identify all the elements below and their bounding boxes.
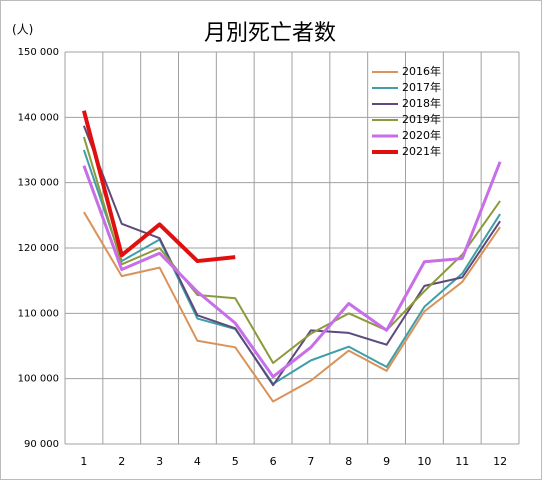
y-tick-label: 110 000 [18, 308, 59, 319]
legend-label: 2017年 [402, 80, 441, 94]
x-tick-label: 7 [307, 455, 314, 468]
chart-title: 月別死亡者数 [204, 21, 336, 46]
legend-label: 2018年 [402, 96, 441, 110]
x-tick-label: 10 [417, 455, 431, 468]
y-tick-label: 130 000 [18, 178, 59, 189]
y-axis-label: (人) [12, 23, 33, 37]
x-tick-label: 1 [80, 455, 87, 468]
y-tick-label: 100 000 [18, 374, 59, 385]
y-tick-label: 90 000 [24, 439, 59, 450]
y-tick-label: 150 000 [18, 47, 59, 58]
legend-label: 2020年 [402, 128, 441, 142]
x-tick-label: 2 [118, 455, 125, 468]
legend-label: 2019年 [402, 112, 441, 126]
x-tick-label: 5 [232, 455, 239, 468]
series-line [83, 211, 501, 403]
x-tick-label: 4 [194, 455, 201, 468]
x-tick-label: 11 [455, 455, 469, 468]
legend-label: 2021年 [402, 144, 441, 158]
series-line [82, 161, 502, 379]
series-line [81, 110, 236, 264]
y-tick-label: 140 000 [18, 112, 59, 123]
series-line [82, 149, 501, 385]
series-line [82, 136, 501, 364]
legend-label: 2016年 [402, 64, 441, 78]
x-tick-label: 8 [345, 455, 352, 468]
y-tick-label: 120 000 [18, 243, 59, 254]
x-tick-label: 3 [156, 455, 163, 468]
x-tick-label: 9 [383, 455, 390, 468]
x-tick-label: 12 [493, 455, 507, 468]
x-tick-label: 6 [270, 455, 277, 468]
